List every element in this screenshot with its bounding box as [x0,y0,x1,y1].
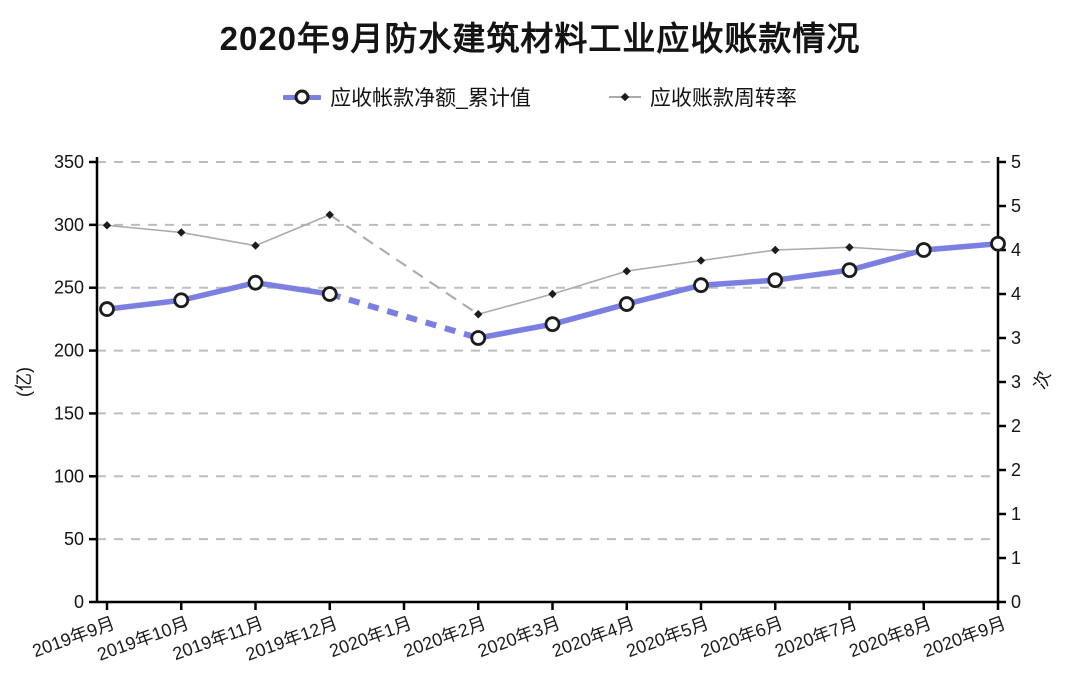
y-left-tick-label: 350 [54,152,84,172]
net-circle-marker [693,277,709,294]
series-net-receivables [99,235,1006,346]
legend-label-net: 应收帐款净额_累计值 [330,87,531,110]
y-left-tick-label: 200 [54,341,84,361]
y-right-tick-label: 2 [1011,460,1021,480]
x-tick-label: 2020年6月 [698,613,786,661]
turnover-diamond-marker [548,289,557,299]
y-axis-left-ticks: 0 50 100 150 200 250 300 350 (亿) [14,152,97,612]
y-left-tick-label: 0 [74,592,84,612]
y-left-tick-label: 150 [54,403,84,423]
x-tick-label: 2020年7月 [772,613,860,661]
turnover-diamond-marker [696,256,706,265]
y-right-tick-label: 1 [1011,504,1021,524]
net-circle-marker [841,262,858,279]
y-left-tick-label: 100 [54,466,84,486]
turnover-diamond-marker [325,210,334,219]
x-tick-label: 2020年8月 [846,613,934,661]
y-right-tick-label: 2 [1011,416,1021,436]
net-circle-marker [173,292,190,309]
axes [95,157,1000,604]
y-left-tick-label: 50 [64,529,84,549]
y-axis-right-title: 次 [1030,368,1055,391]
y-right-tick-label: 1 [1011,548,1021,568]
legend-net-line-icon [283,89,322,105]
y-axis-left-title: (亿) [14,367,34,397]
y-right-tick-label: 3 [1011,372,1021,392]
turnover-diamond-marker [474,310,483,319]
net-circle-marker [247,274,264,291]
y-left-tick-label: 250 [54,278,84,298]
y-right-tick-label: 4 [1011,240,1021,260]
y-right-tick-label: 5 [1011,196,1021,216]
legend-label-turnover: 应收账款周转率 [649,87,797,110]
y-axis-right-ticks: 0 1 1 2 2 3 3 4 4 5 5 次 [998,152,1055,612]
x-tick-label: 2020年5月 [624,613,712,661]
y-right-tick-label: 5 [1011,152,1021,172]
legend-item-turnover: 应收账款周转率 [608,82,797,112]
x-axis-ticks: 2019年9月2019年10月2019年11月2019年12月2020年1月20… [30,602,1009,665]
series-net-receivables-dashed-gap-line [328,291,480,341]
x-tick-label: 2020年9月 [921,613,1009,661]
net-circle-marker [544,316,561,333]
legend-circle-marker-icon [294,89,310,105]
legend-item-net-receivables: 应收帐款净额_累计值 [283,82,531,112]
net-circle-marker [470,330,487,346]
net-circle-marker [990,235,1006,252]
chart-title: 2020年9月防水建筑材料工业应收账款情况 [219,20,861,57]
legend: 应收帐款净额_累计值 应收账款周转率 [0,82,1080,112]
y-right-tick-label: 4 [1011,284,1021,304]
series-net-receivables-line [106,279,331,312]
series-turnover-dashed-gap-line [329,213,479,316]
turnover-diamond-marker [622,266,631,276]
turnover-diamond-marker [771,245,780,255]
turnover-diamond-marker [177,228,186,237]
x-tick-label: 2020年2月 [401,613,489,661]
net-circle-marker [915,242,932,258]
legend-turnover-line-icon [608,92,641,102]
net-circle-marker [99,301,115,317]
series-turnover-line [106,214,331,247]
y-right-tick-label: 3 [1011,328,1021,348]
gridlines [97,161,998,541]
turnover-diamond-marker [845,243,854,252]
turnover-diamond-marker [102,221,112,230]
y-left-tick-label: 300 [54,215,84,235]
turnover-diamond-marker [251,241,260,250]
net-circle-marker [618,296,635,312]
x-tick-label: 2020年1月 [327,613,415,661]
net-circle-marker [321,286,338,302]
net-circle-marker [767,272,784,289]
series-net-receivables-line [477,240,999,341]
x-tick-label: 2020年3月 [475,613,563,661]
y-right-tick-label: 0 [1011,592,1021,612]
x-tick-label: 2020年4月 [549,613,637,661]
